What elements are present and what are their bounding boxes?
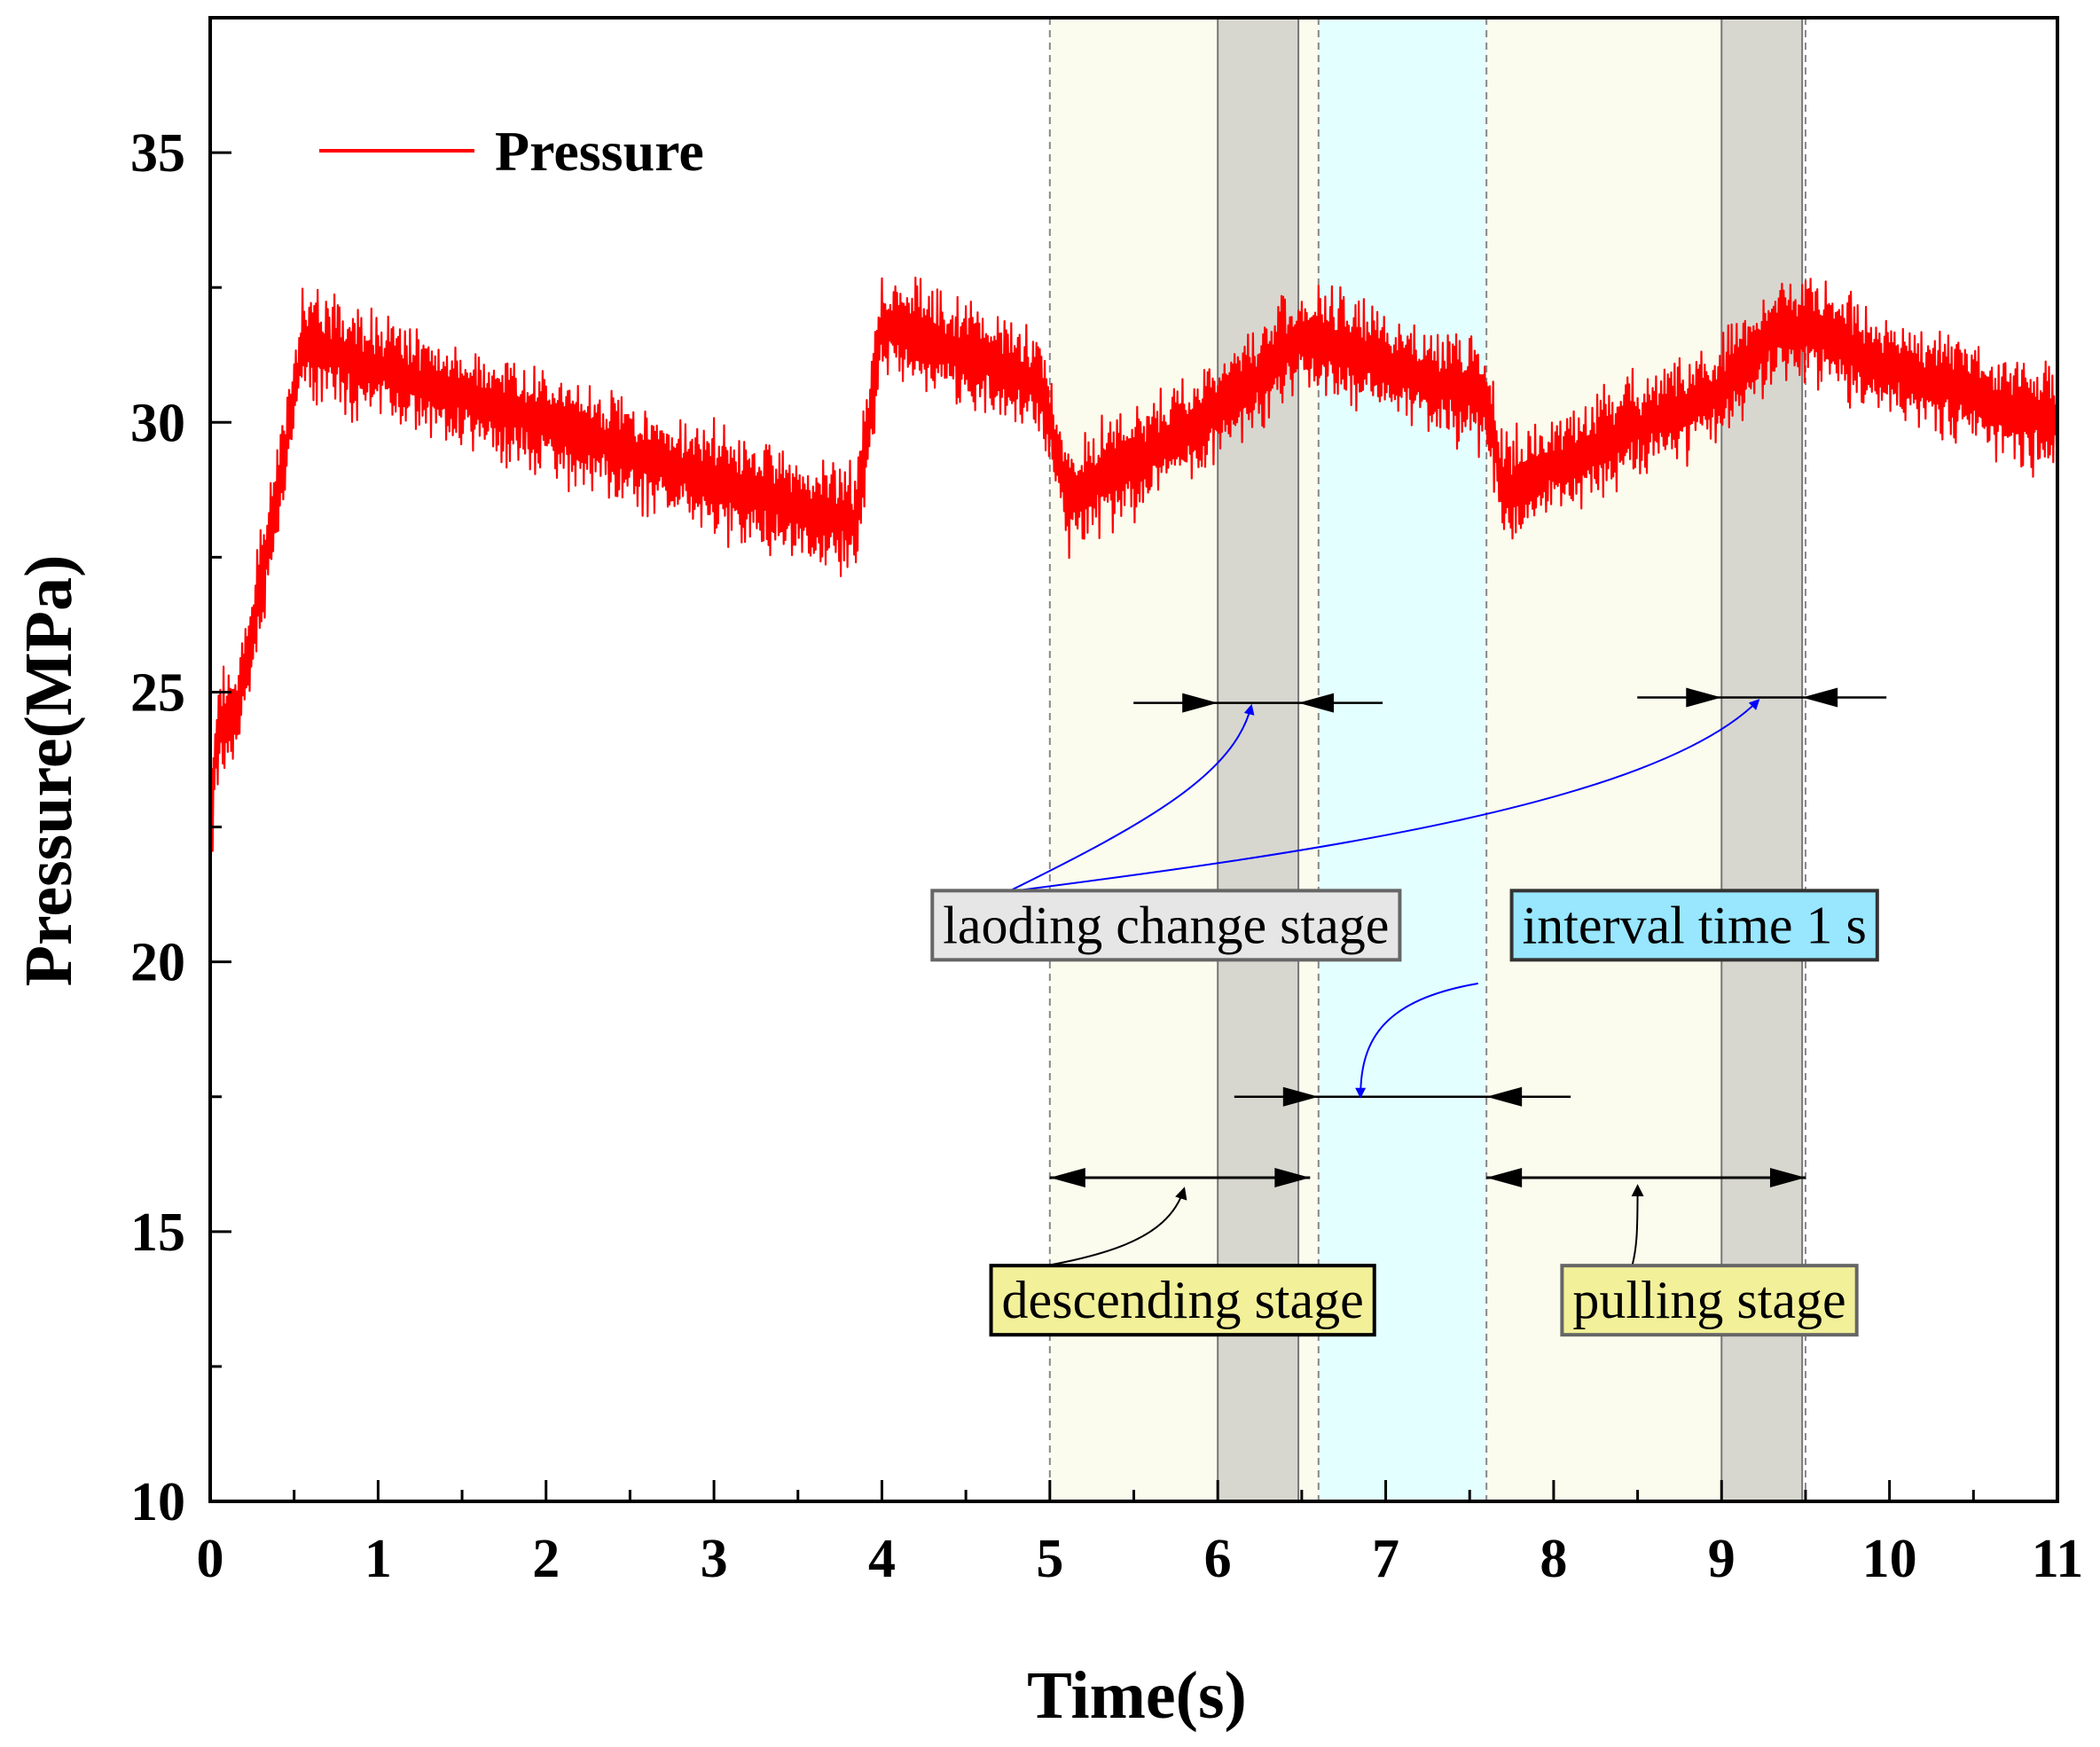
leader-line (1355, 982, 1478, 1099)
x-tick-label: 6 (1204, 1529, 1232, 1589)
stage-region-transition (1298, 18, 1319, 1501)
stage-region-pulling (1486, 18, 1722, 1501)
stage-region-interval (1318, 18, 1487, 1501)
annotation-frame (1560, 1264, 1859, 1337)
y-tick-label: 25 (130, 662, 185, 723)
annotation-frame (989, 1264, 1376, 1337)
x-tick-label: 5 (1036, 1529, 1063, 1589)
legend-label: Pressure (495, 120, 704, 183)
pressure-series (208, 276, 2059, 863)
x-tick-label: 4 (868, 1529, 896, 1589)
annotation-box: descending stage (989, 1264, 1376, 1337)
arrow-head (1769, 1167, 1806, 1187)
annotation-box: laoding change stage (930, 889, 1402, 962)
y-tick-label: 10 (130, 1472, 185, 1532)
arrow-head (1486, 1086, 1523, 1107)
stage-region-loading (1218, 18, 1299, 1501)
annotations: laoding change stage interval time 1 s des… (930, 889, 1879, 1337)
x-tick-label: 8 (1540, 1529, 1567, 1589)
arrow-head (1282, 1086, 1319, 1107)
axes: 0 1 2 3 4 5 6 7 8 9 10 11 10 15 20 25 30 35 (130, 16, 2084, 1589)
annotation-label: laoding change stage (943, 896, 1389, 954)
x-axis-title: Time(s) (1027, 1658, 1247, 1733)
y-axis-title: Pressure(MPa) (12, 555, 86, 987)
annotation-box: pulling stage (1560, 1264, 1859, 1337)
annotation-frame (930, 889, 1402, 962)
x-tick-label: 7 (1372, 1529, 1399, 1589)
measure-arrows (1049, 687, 1887, 1187)
arrow-head (1049, 1167, 1085, 1187)
arrow-head (1182, 693, 1218, 713)
annotation-frame (1509, 889, 1879, 962)
y-tick-label: 30 (130, 393, 185, 453)
arrow-head (1298, 693, 1335, 713)
y-tick-label: 20 (130, 933, 185, 993)
pressure-line (208, 276, 2059, 863)
stage-region-loading (1721, 18, 1803, 1501)
annotation-box: interval time 1 s (1509, 889, 1879, 962)
x-tick-label: 3 (701, 1529, 728, 1589)
x-tick-label: 2 (532, 1529, 560, 1589)
legend: Pressure (319, 120, 704, 183)
annotation-label: pulling stage (1572, 1271, 1845, 1329)
arrow-head (1486, 1167, 1523, 1187)
y-tick-label: 35 (130, 123, 185, 184)
arrow-head (1686, 687, 1722, 708)
arrow-head (1274, 1167, 1311, 1187)
x-tick-label: 0 (197, 1529, 224, 1589)
leader-line (1007, 703, 1255, 893)
annotation-label: interval time 1 s (1523, 896, 1867, 954)
x-tick-label: 11 (2032, 1529, 2084, 1589)
annotation-label: descending stage (1002, 1271, 1364, 1329)
y-tick-label: 15 (130, 1203, 185, 1263)
stage-region-descending (1049, 18, 1218, 1501)
x-tick-label: 10 (1862, 1529, 1917, 1589)
shaded-regions (1049, 18, 1804, 1501)
x-tick-label: 9 (1708, 1529, 1736, 1589)
x-tick-label: 1 (364, 1529, 392, 1589)
leader-line (1007, 699, 1760, 893)
arrow-head (1802, 687, 1838, 708)
